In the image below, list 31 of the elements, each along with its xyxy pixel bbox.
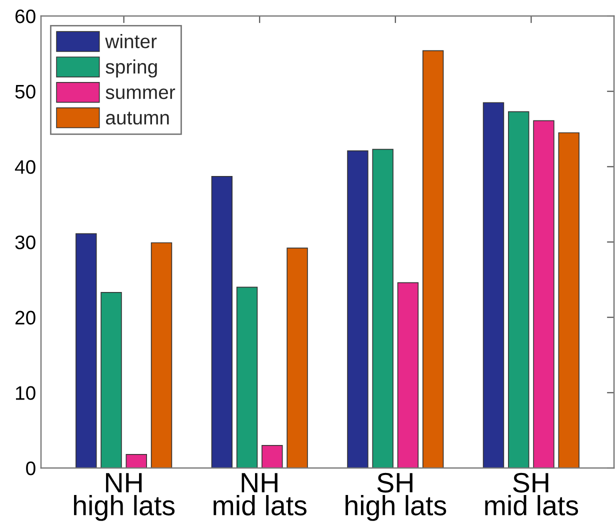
y-tick-label: 40	[14, 160, 36, 174]
bar	[347, 150, 368, 468]
y-tick-label: 30	[15, 235, 36, 250]
x-tick-label: NH high lats	[74, 473, 175, 521]
bar	[262, 444, 283, 468]
legend-label: winter	[105, 34, 157, 48]
legend-label: autumn	[106, 112, 169, 125]
bar	[100, 292, 122, 468]
y-tick-label: 50	[15, 84, 36, 99]
x-tick-label: NH mid lats	[214, 473, 306, 516]
y-tick-label: 60	[16, 9, 36, 24]
bar	[126, 454, 147, 468]
bar	[286, 248, 308, 468]
y-tick-label: 0	[26, 461, 36, 476]
bar	[508, 111, 530, 468]
x-tick-label: SH high lats	[346, 472, 446, 521]
legend-label: summer	[106, 88, 176, 100]
y-tick-label: 20	[15, 310, 36, 325]
bar	[558, 132, 580, 468]
bar	[150, 242, 172, 468]
bar	[482, 102, 504, 468]
bar	[211, 176, 233, 468]
bar	[76, 233, 97, 468]
x-tick-label: SH mid lats	[485, 472, 578, 516]
bar	[533, 120, 554, 468]
bar	[422, 50, 444, 468]
legend-label: spring	[106, 59, 157, 78]
bar	[236, 286, 258, 468]
y-tick-label: 10	[16, 386, 36, 400]
bar	[397, 282, 419, 468]
bar	[372, 148, 394, 468]
